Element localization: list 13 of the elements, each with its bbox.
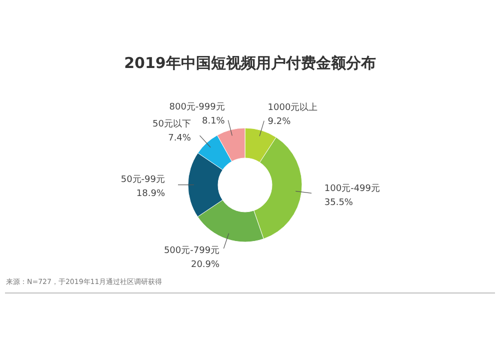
slice-label: 800元-999元: [169, 101, 225, 112]
chart-title: 2019年中国短视频用户付费金额分布: [124, 54, 376, 72]
slice-label: 1000元以上: [268, 102, 318, 114]
data-label: 7.4%: [168, 134, 192, 144]
data-label: 18.9%: [136, 188, 166, 199]
slice-label: 100元-499元: [324, 183, 380, 194]
data-label: 20.9%: [190, 260, 220, 270]
data-label: 35.5%: [324, 198, 354, 208]
data-label: 8.1%: [202, 116, 226, 126]
slice-label: 50元以下: [152, 118, 191, 130]
slice-label: 500元-799元: [164, 245, 220, 256]
data-label: 9.2%: [268, 117, 292, 128]
slice-label: 50元-99元: [120, 174, 165, 185]
